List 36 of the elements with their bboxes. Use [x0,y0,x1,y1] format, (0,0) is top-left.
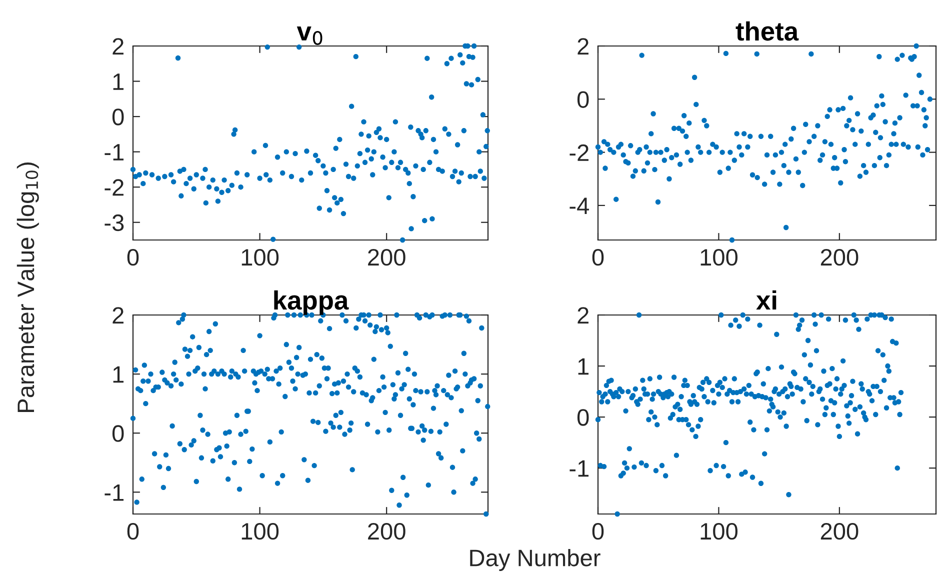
x-tick-label: 100 [242,522,279,540]
y-tick-label: 1 [113,366,124,383]
x-tick-label: 0 [592,522,604,540]
y-tick-label: 2 [578,307,588,324]
x-tick-label: 200 [820,522,858,540]
chart-title: theta [736,21,799,41]
y-axis-title: Parameter Value (log$_{10}$) [16,162,39,412]
x-tick-label: 0 [592,248,604,266]
x-tick-label: 100 [700,248,738,266]
y-tick-label: -4 [570,198,589,214]
y-tick-label: 1 [578,358,589,375]
y-tick-label: 2 [112,307,124,324]
y-tick-label: 1 [113,74,124,90]
y-tick-label: 0 [577,409,589,426]
y-tick-label: -1 [104,484,124,501]
chart-title: xi [756,290,776,310]
y-tick-label: -2 [570,144,588,161]
y-tick-label: 2 [112,38,124,55]
y-tick-label: -1 [104,144,124,160]
y-tick-label: 0 [112,425,124,442]
x-tick-label: 200 [368,522,406,540]
x-tick-label: 200 [368,248,406,266]
chart-title: kappa [274,290,349,315]
x-tick-label: 200 [820,248,858,266]
x-tick-label: 100 [700,522,738,540]
x-tick-label: 100 [242,248,279,266]
x-tick-label: 0 [127,522,139,540]
y-tick-label: 0 [577,91,589,108]
x-axis-title: Day Number [470,548,600,572]
y-tick-label: 0 [112,108,124,126]
x-tick-label: 0 [127,248,139,266]
y-tick-label: -3 [104,214,124,232]
y-tick-label: -2 [104,179,124,196]
chart-title: v$_{0}$ [296,26,322,45]
y-tick-label: 2 [578,38,588,55]
y-tick-label: -1 [570,460,589,477]
